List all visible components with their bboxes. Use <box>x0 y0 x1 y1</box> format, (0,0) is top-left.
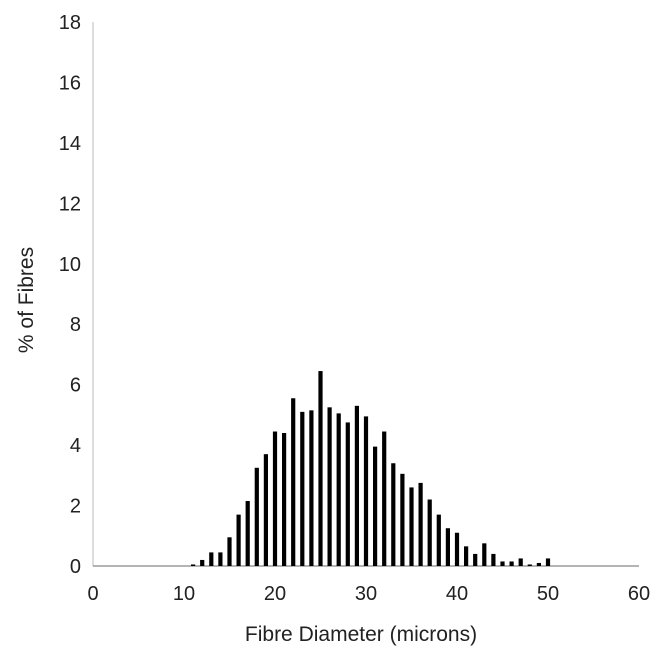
bar <box>536 562 541 566</box>
y-tick-label: 8 <box>70 314 81 336</box>
bar <box>209 552 214 566</box>
y-tick-label: 6 <box>70 375 81 397</box>
bar <box>218 552 223 566</box>
bar <box>509 561 514 566</box>
bar <box>191 564 196 566</box>
bar <box>236 514 241 566</box>
plot-area: 0 2 4 6 8 10 12 14 16 18 0 10 20 30 40 50 60 <box>59 12 650 605</box>
x-tick-label: 60 <box>628 583 650 605</box>
bar <box>282 433 287 566</box>
bar <box>482 543 487 566</box>
bar <box>373 446 378 566</box>
bar <box>491 553 496 566</box>
y-tick-label: 10 <box>59 254 81 276</box>
bar <box>200 559 205 566</box>
bar <box>309 410 314 566</box>
bar <box>418 482 423 566</box>
x-tick-label: 10 <box>173 583 195 605</box>
y-tick-label: 16 <box>59 72 81 94</box>
y-axis-title: % of Fibres <box>15 247 38 353</box>
y-tick-label: 14 <box>59 133 81 155</box>
y-tick-label: 2 <box>70 496 81 518</box>
y-tick-label: 0 <box>70 556 81 578</box>
bar <box>400 473 405 566</box>
bar <box>263 454 268 566</box>
bar <box>327 407 332 566</box>
bar <box>245 501 250 566</box>
bar <box>464 546 469 566</box>
bar <box>227 537 232 566</box>
bar <box>409 487 414 566</box>
x-axis-title: Fibre Diameter (microns) <box>245 623 477 646</box>
bar <box>427 499 432 566</box>
bar <box>354 405 359 566</box>
bar <box>454 532 460 566</box>
bar <box>518 558 523 566</box>
bar <box>500 561 505 566</box>
bar <box>300 411 305 566</box>
bar <box>545 558 551 566</box>
bar <box>473 553 478 566</box>
x-tick-label: 40 <box>446 583 468 605</box>
bar <box>363 416 369 566</box>
x-tick-label: 20 <box>264 583 286 605</box>
bar <box>291 398 296 566</box>
y-tick-label: 4 <box>70 435 81 457</box>
x-tick-label: 50 <box>537 583 559 605</box>
x-tick-label: 30 <box>355 583 377 605</box>
x-tick-label: 0 <box>87 583 98 605</box>
y-tick-label: 18 <box>59 12 81 34</box>
bar <box>318 371 323 566</box>
bar <box>382 431 387 566</box>
bars-group <box>191 371 551 566</box>
y-tick-labels: 0 2 4 6 8 10 12 14 16 18 <box>59 12 81 578</box>
x-tick-labels: 0 10 20 30 40 50 60 <box>87 583 650 605</box>
bar <box>336 413 341 566</box>
bar <box>391 463 396 566</box>
bar <box>527 564 532 566</box>
bar <box>254 467 259 566</box>
bar <box>345 422 350 566</box>
y-tick-label: 12 <box>59 193 81 215</box>
bar <box>445 528 450 566</box>
bar <box>272 431 278 566</box>
bar <box>436 514 441 566</box>
